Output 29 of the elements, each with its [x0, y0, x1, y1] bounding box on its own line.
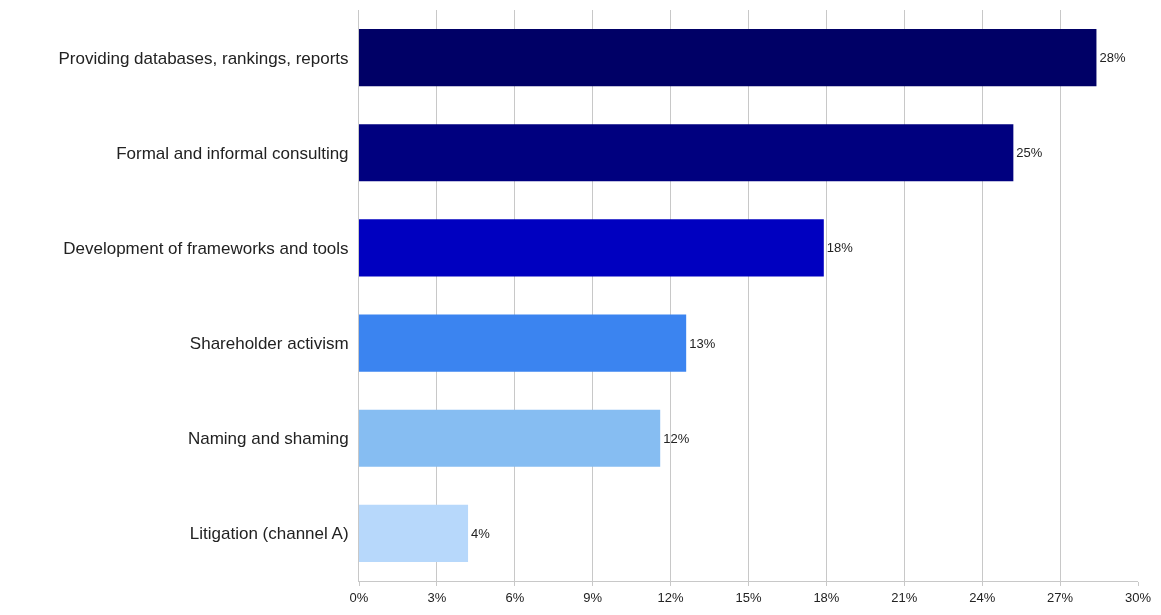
bar	[359, 124, 1014, 182]
y-tick-label: Naming and shaming	[187, 429, 349, 449]
x-tick-label: 0%	[349, 589, 369, 605]
y-tick-label: Litigation (channel A)	[189, 524, 349, 544]
x-tick-label: 15%	[735, 589, 762, 605]
x-tick-label: 27%	[1047, 589, 1074, 605]
bar	[359, 504, 469, 562]
data-label: 4%	[471, 525, 491, 541]
bar	[359, 219, 824, 277]
bar	[359, 409, 661, 467]
y-tick-label: Shareholder activism	[189, 334, 349, 354]
data-label: 25%	[1016, 145, 1043, 161]
data-label: 28%	[1099, 50, 1126, 66]
y-tick-label: Development of frameworks and tools	[63, 238, 349, 258]
x-tick-label: 3%	[427, 589, 447, 605]
x-tick-label: 9%	[583, 589, 603, 605]
data-label: 12%	[663, 430, 690, 446]
x-tick-label: 24%	[969, 589, 996, 605]
y-tick-label: Formal and informal consulting	[116, 143, 349, 163]
data-label: 13%	[689, 335, 716, 351]
bar	[359, 29, 1097, 87]
x-tick-label: 21%	[891, 589, 918, 605]
data-label: 18%	[826, 240, 854, 256]
y-tick-label: Providing databases, rankings, reports	[58, 48, 349, 68]
x-tick-label: 12%	[657, 589, 685, 605]
x-tick-label: 6%	[505, 589, 525, 605]
bar	[359, 314, 687, 372]
x-tick-label: 18%	[813, 589, 840, 605]
x-tick-label: 30%	[1124, 589, 1152, 605]
